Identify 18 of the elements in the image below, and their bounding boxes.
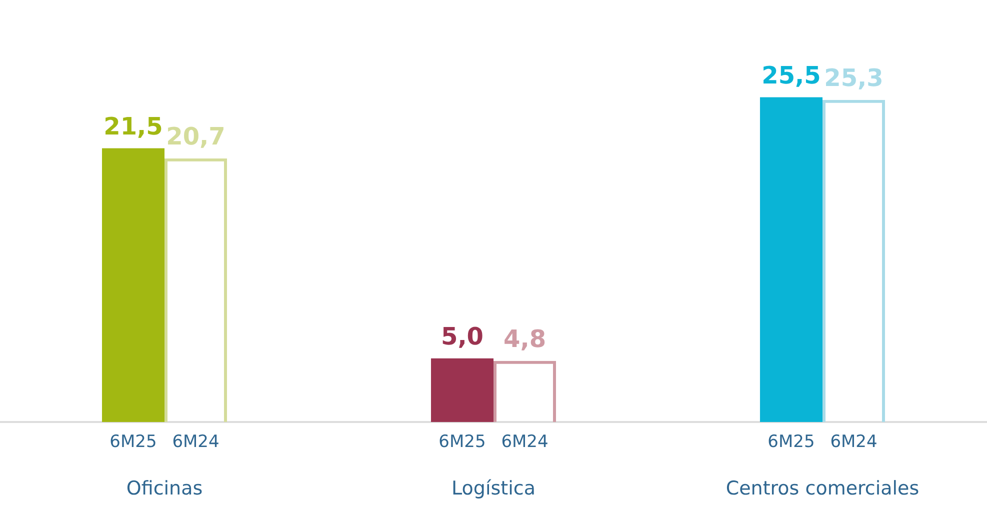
data-label: 21,5 (104, 112, 163, 140)
bar (102, 148, 164, 422)
x-tick-label: Logística (452, 477, 536, 500)
data-label: 25,5 (762, 62, 821, 90)
text: 6M25 (768, 432, 815, 452)
x-tick-label: Oficinas (126, 477, 203, 500)
bar (760, 97, 822, 422)
text: 6M24 (501, 432, 548, 452)
series-label: 6M24 (172, 432, 220, 452)
x-tick-label: Centros comerciales (726, 477, 920, 500)
text: 6M24 (830, 432, 878, 452)
bar (430, 358, 494, 422)
series-label: 6M25 (110, 432, 157, 452)
data-label: 25,3 (824, 64, 884, 92)
data-label: 4,8 (503, 325, 546, 354)
data-label: 20,7 (166, 122, 226, 151)
text: 6M25 (438, 432, 486, 452)
data-label: 5,0 (440, 322, 484, 351)
